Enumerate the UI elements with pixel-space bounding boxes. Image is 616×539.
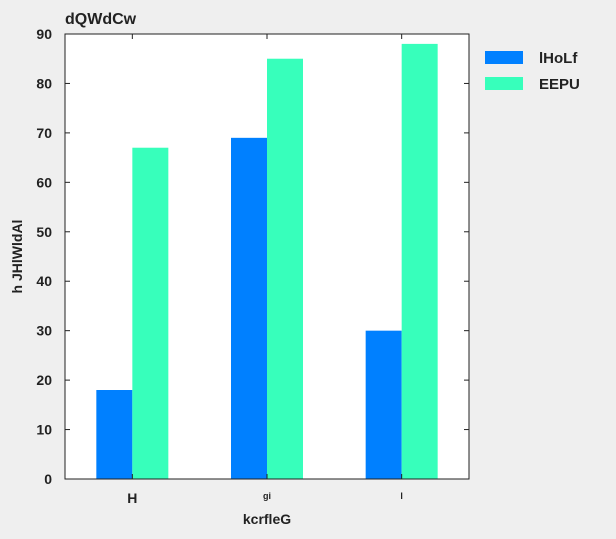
legend-swatch — [485, 77, 523, 90]
y-axis-label: h JHlWldAl — [9, 220, 25, 294]
y-tick-label: 30 — [36, 323, 52, 339]
y-tick-label: 70 — [36, 125, 52, 141]
y-tick-label: 0 — [44, 471, 52, 487]
legend: lHoLf EEPU — [485, 50, 580, 93]
y-tick-label: 20 — [36, 372, 52, 388]
x-axis-label: kcrfleG — [243, 511, 291, 527]
legend-swatch — [485, 51, 523, 64]
bar — [96, 390, 133, 479]
bar — [132, 147, 169, 479]
chart-title: dQWdCw — [65, 11, 137, 28]
legend-label: EEPU — [539, 76, 580, 93]
bars-group — [96, 43, 438, 480]
bar — [401, 43, 438, 480]
x-tick-label: H — [127, 490, 137, 506]
y-tick-label: 60 — [36, 174, 52, 190]
legend-label: lHoLf — [539, 50, 578, 67]
x-tick-label: l — [400, 491, 403, 501]
y-tick-label: 50 — [36, 224, 52, 240]
y-tick-label: 10 — [36, 422, 52, 438]
bar — [267, 58, 303, 479]
bar — [231, 137, 267, 480]
y-tick-label: 80 — [36, 75, 52, 91]
x-tick-label: gi — [263, 491, 271, 501]
y-tick-label: 40 — [36, 273, 52, 289]
plot-frame — [64, 33, 470, 480]
bar — [365, 330, 402, 479]
y-tick-label: 90 — [36, 26, 52, 42]
